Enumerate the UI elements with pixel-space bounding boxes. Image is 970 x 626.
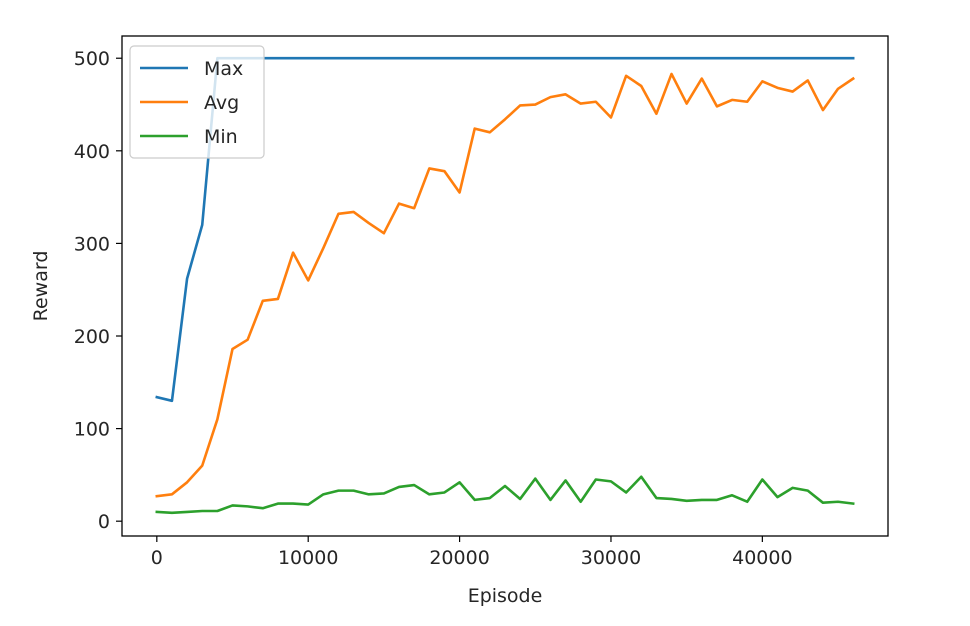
legend-label-min: Min (204, 126, 238, 148)
x-tick-label: 30000 (581, 547, 641, 569)
plot-area-frame (121, 35, 889, 537)
series-layer (155, 56, 855, 515)
legend-label-max: Max (204, 58, 243, 80)
y-tick-label: 400 (74, 141, 110, 163)
x-tick-label: 0 (151, 547, 163, 569)
x-tick-label: 20000 (429, 547, 489, 569)
series-line-min (155, 475, 855, 515)
x-axis: 0 10000 20000 30000 40000 (151, 536, 793, 569)
y-axis-title: Reward (30, 251, 52, 322)
y-tick-label: 500 (74, 48, 110, 70)
x-tick-label: 10000 (278, 547, 338, 569)
legend-box (129, 45, 265, 159)
y-tick-label: 300 (74, 233, 110, 255)
legend-label-avg: Avg (204, 92, 239, 114)
series-line-max (155, 56, 855, 403)
y-tick-label: 0 (98, 511, 110, 533)
y-tick-label: 100 (74, 419, 110, 441)
x-tick-label: 40000 (732, 547, 792, 569)
x-axis-title: Episode (468, 585, 543, 607)
legend: Max Avg Min (129, 45, 265, 159)
y-tick-label: 200 (74, 326, 110, 348)
y-axis: 0 100 200 300 400 500 (74, 48, 122, 533)
series-line-avg (155, 72, 855, 498)
